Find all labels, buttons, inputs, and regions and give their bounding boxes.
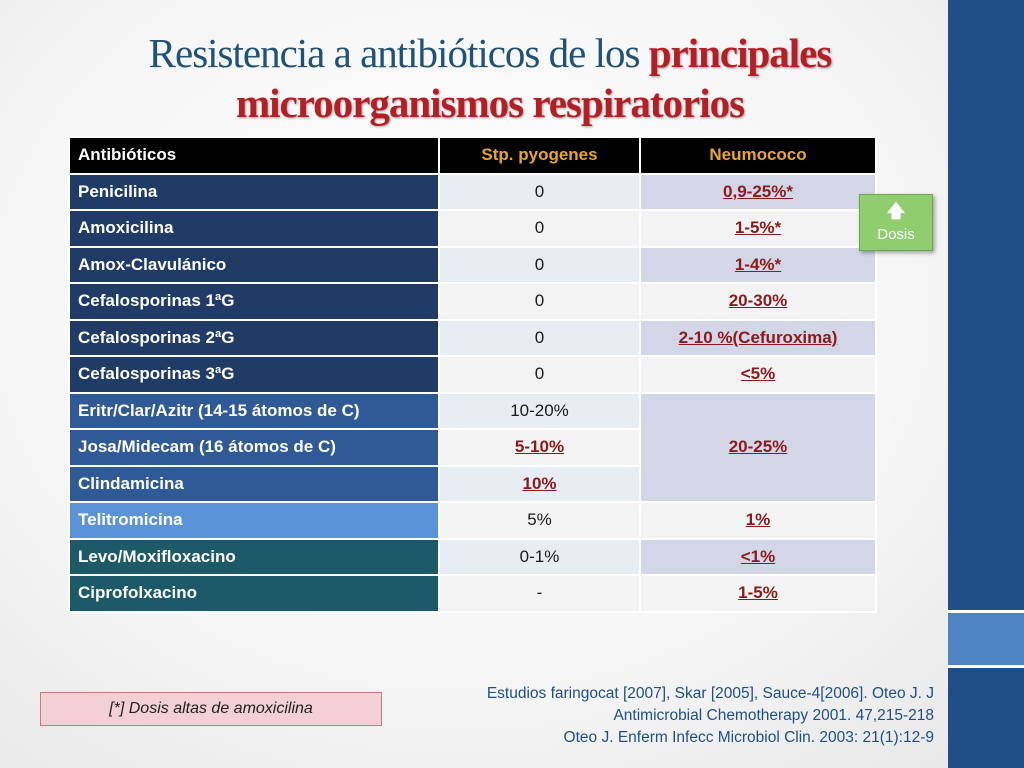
band-divider [948, 665, 1024, 668]
antibiotic-name: Clindamicina [68, 464, 440, 503]
antibiotic-name: Cefalosporinas 3ªG [68, 355, 440, 394]
reference-line: Oteo J. Enferm Infecc Microbiol Clin. 20… [563, 729, 934, 746]
reference-line: Antimicrobial Chemotherapy 2001. 47,215-… [613, 707, 934, 724]
neumococo-value: 1-5%* [639, 209, 877, 248]
neumococo-value: 1-5% [639, 574, 877, 613]
antibiotic-name: Telitromicina [68, 501, 440, 540]
pyogenes-value: 0 [438, 318, 641, 357]
neumococo-value: 1% [639, 501, 877, 540]
table-row: Amoxicilina 0 1-5%* [68, 209, 877, 248]
slide-title: Resistencia a antibióticos de los princi… [40, 28, 940, 128]
reference-line: Estudios faringocat [2007], Skar [2005],… [486, 685, 934, 702]
title-line-1: Resistencia a antibióticos de los princi… [40, 28, 940, 78]
arrow-up-icon: 🡅 [886, 201, 906, 221]
antibiotic-name: Eritr/Clar/Azitr (14-15 átomos de C) [68, 391, 440, 430]
table-header-row: Antibióticos Stp. pyogenes Neumococo [68, 136, 877, 175]
title-text: Resistencia a antibióticos de los [148, 30, 649, 76]
table-row: Clindamicina 10% [68, 464, 876, 503]
table-row: Penicilina 0 0,9-25%* [68, 172, 877, 211]
neumococo-value: 20-25% [639, 391, 877, 503]
header-antibioticos: Antibióticos [68, 136, 440, 175]
neumococo-value: 2-10 %(Cefuroxima) [639, 318, 877, 357]
resistance-table: Antibióticos Stp. pyogenes Neumococo Pen… [68, 136, 877, 613]
neumococo-value: 1-4%* [639, 245, 877, 284]
pyogenes-value: 5-10% [438, 428, 641, 467]
antibiotic-name: Levo/Moxifloxacino [68, 537, 440, 576]
right-decorative-band [948, 0, 1024, 768]
neumococo-value: <1% [639, 537, 877, 576]
antibiotic-name: Ciprofolxacino [68, 574, 440, 613]
table-row: Telitromicina 5% 1% [68, 501, 877, 540]
pyogenes-value: 0 [438, 245, 641, 284]
table-row: Cefalosporinas 2ªG 0 2-10 %(Cefuroxima) [68, 318, 877, 357]
pyogenes-value: 0 [438, 355, 641, 394]
table-row: Josa/Midecam (16 átomos de C) 5-10% [68, 428, 876, 467]
neumococo-value: 20-30% [639, 282, 877, 321]
pyogenes-value: 0 [438, 209, 641, 248]
pyogenes-value: 0 [438, 282, 641, 321]
neumococo-value: 0,9-25%* [639, 172, 877, 211]
pyogenes-value: - [438, 574, 641, 613]
dosis-button[interactable]: 🡅 Dosis [859, 194, 933, 251]
antibiotic-name: Cefalosporinas 2ªG [68, 318, 440, 357]
antibiotic-name: Josa/Midecam (16 átomos de C) [68, 428, 440, 467]
title-line-2: microorganismos respiratorios [235, 80, 745, 126]
header-neumococo: Neumococo [639, 136, 877, 175]
antibiotic-name: Penicilina [68, 172, 440, 211]
dosis-button-label: Dosis [877, 226, 915, 243]
table-row: Levo/Moxifloxacino 0-1% <1% [68, 537, 877, 576]
references: Estudios faringocat [2007], Skar [2005],… [414, 683, 934, 749]
title-emphasis: principales [648, 30, 833, 76]
antibiotic-name: Amoxicilina [68, 209, 440, 248]
table-row: Ciprofolxacino - 1-5% [68, 574, 877, 613]
band-accent-block [948, 613, 1024, 665]
band-divider [948, 610, 1024, 613]
header-stp-pyogenes: Stp. pyogenes [438, 136, 641, 175]
table-row: Cefalosporinas 3ªG 0 <5% [68, 355, 877, 394]
pyogenes-value: 10-20% [438, 391, 641, 430]
table-row: Cefalosporinas 1ªG 0 20-30% [68, 282, 877, 321]
footnote-box: [*] Dosis altas de amoxicilina [40, 692, 382, 726]
pyogenes-value: 5% [438, 501, 641, 540]
antibiotic-name: Cefalosporinas 1ªG [68, 282, 440, 321]
pyogenes-value: 10% [438, 464, 641, 503]
table-row: Eritr/Clar/Azitr (14-15 átomos de C) 10-… [68, 391, 877, 503]
antibiotic-name: Amox-Clavulánico [68, 245, 440, 284]
pyogenes-value: 0-1% [438, 537, 641, 576]
pyogenes-value: 0 [438, 172, 641, 211]
table-row: Amox-Clavulánico 0 1-4%* [68, 245, 877, 284]
neumococo-value: <5% [639, 355, 877, 394]
